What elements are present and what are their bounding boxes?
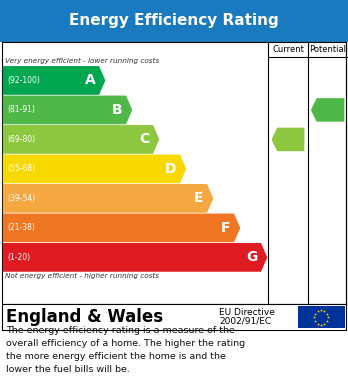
Text: (1-20): (1-20) <box>7 253 30 262</box>
Text: Energy Efficiency Rating: Energy Efficiency Rating <box>69 13 279 29</box>
Text: (81-91): (81-91) <box>7 106 35 115</box>
Bar <box>298 306 345 328</box>
Text: England & Wales: England & Wales <box>6 308 164 326</box>
Polygon shape <box>271 127 304 151</box>
Text: EU Directive: EU Directive <box>219 308 275 317</box>
Text: (69-80): (69-80) <box>7 135 35 144</box>
Text: G: G <box>246 250 258 264</box>
Text: B: B <box>112 103 122 117</box>
Text: E: E <box>194 192 204 205</box>
Text: (39-54): (39-54) <box>7 194 35 203</box>
Bar <box>2 42 346 304</box>
Text: Current: Current <box>272 45 304 54</box>
Polygon shape <box>3 125 159 154</box>
Polygon shape <box>3 213 240 242</box>
Polygon shape <box>3 184 213 213</box>
Polygon shape <box>3 95 132 124</box>
Polygon shape <box>3 243 267 272</box>
Text: A: A <box>85 74 96 88</box>
Polygon shape <box>3 154 186 183</box>
Text: C: C <box>139 133 150 146</box>
Text: 70: 70 <box>281 133 299 146</box>
Text: 2002/91/EC: 2002/91/EC <box>219 317 271 326</box>
Text: (55-68): (55-68) <box>7 164 35 174</box>
Text: Very energy efficient - lower running costs: Very energy efficient - lower running co… <box>5 58 159 65</box>
Polygon shape <box>311 98 345 122</box>
Text: Potential: Potential <box>309 45 346 54</box>
Text: (21-38): (21-38) <box>7 223 35 232</box>
Polygon shape <box>3 66 105 95</box>
Text: The energy efficiency rating is a measure of the
overall efficiency of a home. T: The energy efficiency rating is a measur… <box>6 326 245 374</box>
Bar <box>2 304 346 330</box>
Text: (92-100): (92-100) <box>7 76 40 85</box>
Text: D: D <box>165 162 176 176</box>
Text: 83: 83 <box>321 104 338 117</box>
Text: F: F <box>221 221 230 235</box>
Text: Not energy efficient - higher running costs: Not energy efficient - higher running co… <box>5 273 159 280</box>
Bar <box>0 0 348 42</box>
